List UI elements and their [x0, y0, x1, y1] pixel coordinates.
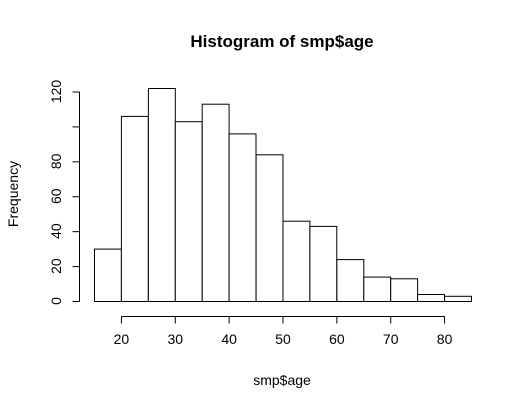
x-tick-label: 70 — [383, 331, 399, 347]
y-tick-label: 0 — [48, 297, 64, 305]
histogram-bar — [255, 154, 284, 302]
x-tick-label: 30 — [167, 331, 183, 347]
chart-title: Histogram of smp$age — [190, 32, 373, 51]
x-tick-label: 50 — [275, 331, 291, 347]
histogram-bar — [390, 278, 419, 302]
histogram-bar — [309, 225, 338, 302]
x-axis-label: smp$age — [253, 372, 311, 388]
y-tick-label: 40 — [48, 223, 64, 239]
histogram-bar — [228, 133, 257, 302]
y-tick-label: 120 — [48, 80, 64, 104]
x-axis: 20 30 40 50 60 70 80 — [114, 316, 453, 347]
histogram-bar — [201, 103, 230, 302]
histogram-bar — [363, 276, 392, 303]
histogram-bar — [336, 259, 365, 303]
histogram-bar — [444, 295, 473, 302]
x-tick-label: 80 — [437, 331, 453, 347]
histogram-bar — [120, 115, 149, 303]
histogram-bar — [94, 248, 122, 303]
bars-group — [94, 88, 473, 303]
histogram-bar — [147, 88, 176, 302]
y-axis: 0 20 40 60 80 120 — [48, 80, 80, 305]
x-tick-label: 60 — [329, 331, 345, 347]
histogram-bar — [282, 220, 311, 302]
y-tick-label: 20 — [48, 258, 64, 274]
y-tick-label: 80 — [48, 153, 64, 169]
y-tick-label: 60 — [48, 188, 64, 204]
x-tick-label: 40 — [221, 331, 237, 347]
y-axis-label: Frequency — [5, 161, 21, 227]
histogram-bar — [174, 121, 203, 302]
histogram-bar — [417, 294, 446, 302]
x-tick-label: 20 — [114, 331, 130, 347]
